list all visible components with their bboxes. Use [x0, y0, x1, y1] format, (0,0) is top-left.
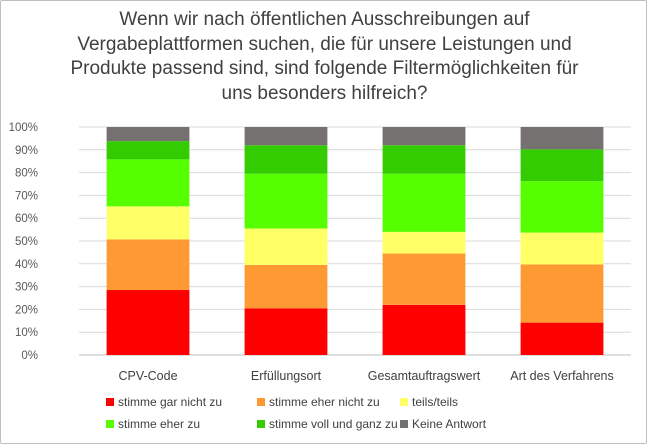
bar-segment	[382, 231, 466, 254]
legend-item: stimme eher nicht zu	[257, 395, 380, 409]
y-tick-label: 70%	[15, 190, 38, 202]
y-tick-label: 40%	[15, 259, 38, 271]
legend-swatch	[257, 398, 265, 406]
legend-label: Keine Antwort	[412, 417, 487, 431]
category-label: Art des Verfahrens	[510, 369, 614, 383]
bar-segment	[106, 127, 190, 142]
bar-segment	[382, 253, 466, 305]
chart-legend: stimme gar nicht zu stimme eher nicht zu t…	[0, 393, 649, 441]
y-tick-label: 10%	[15, 327, 38, 339]
legend-swatch	[106, 398, 114, 406]
bar-segment	[520, 264, 604, 323]
bar-segment	[244, 127, 328, 146]
y-tick-label: 20%	[15, 304, 38, 316]
legend-swatch	[257, 420, 265, 428]
legend-label: stimme eher zu	[118, 417, 201, 431]
bar-segment	[106, 239, 190, 291]
bar-segment	[382, 145, 466, 174]
chart-plot: 0% 10% 20% 30% 40% 50% 60% 70% 80% 90% 100% CPV-Cod…	[9, 122, 631, 383]
category-label: Gesamtauftragswert	[368, 369, 481, 383]
y-tick-label: 30%	[15, 282, 38, 294]
bar-segment	[106, 206, 190, 240]
bar-segment	[244, 264, 328, 309]
legend-swatch	[400, 398, 408, 406]
bar-segment	[520, 181, 604, 233]
bar-segment	[520, 149, 604, 182]
legend-item: Keine Antwort	[400, 417, 486, 431]
legend-item: stimme voll und ganz zu	[257, 417, 398, 431]
legend-label: stimme voll und ganz zu	[269, 417, 398, 431]
bar-segment	[382, 173, 466, 232]
chart-title: Wenn wir nach öffentlichen Ausschreibung…	[70, 9, 579, 104]
legend-swatch	[400, 420, 408, 428]
legend-item: stimme gar nicht zu	[106, 395, 222, 409]
legend-label: teils/teils	[412, 395, 459, 409]
bar-segment	[520, 232, 604, 265]
y-tick-label: 80%	[15, 168, 38, 180]
y-tick-label: 50%	[15, 236, 38, 248]
category-label: CPV-Code	[118, 369, 177, 383]
bar-segment	[244, 228, 328, 265]
bar-segment	[244, 308, 328, 355]
bar-segment	[382, 127, 466, 146]
bar-segment	[106, 290, 190, 355]
legend-item: teils/teils	[400, 395, 458, 409]
bar-segment	[520, 322, 604, 355]
bar-segment	[106, 141, 190, 160]
legend-label: stimme eher nicht zu	[269, 395, 380, 409]
legend-label: stimme gar nicht zu	[118, 395, 223, 409]
y-tick-label: 0%	[21, 350, 38, 362]
y-tick-label: 100%	[9, 122, 38, 134]
category-label: Erfüllungsort	[251, 369, 322, 383]
bar-segment	[244, 145, 328, 174]
legend-swatch	[106, 420, 114, 428]
legend-item: stimme eher zu	[106, 417, 200, 431]
bar-segment	[106, 159, 190, 207]
y-tick-label: 60%	[15, 213, 38, 225]
bar-segment	[520, 127, 604, 150]
bar-segment	[382, 304, 466, 355]
bar-segment	[244, 173, 328, 229]
y-tick-label: 90%	[15, 145, 38, 157]
